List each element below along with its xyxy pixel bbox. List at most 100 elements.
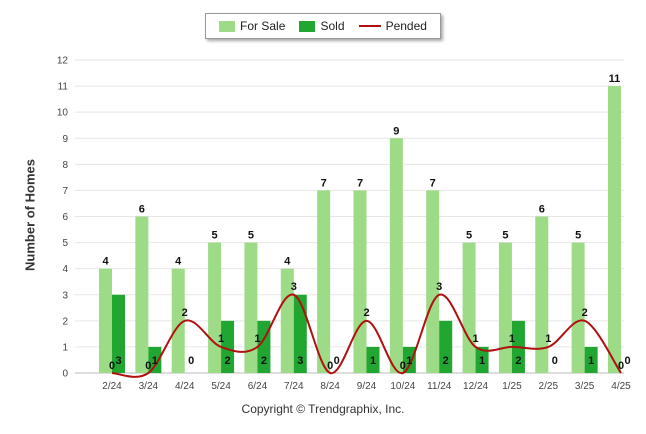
y-tick-label: 12 <box>57 56 69 67</box>
bar-for-sale <box>244 242 258 373</box>
data-label-pended: 0 <box>618 360 624 372</box>
data-label-for-sale: 7 <box>357 177 363 189</box>
x-tick-label: 10/24 <box>390 381 415 392</box>
data-label-for-sale: 5 <box>575 230 581 242</box>
bar-for-sale <box>608 86 621 373</box>
data-label-pended: 1 <box>509 333 515 345</box>
x-tick-label: 9/24 <box>357 381 377 392</box>
y-tick-label: 2 <box>62 316 68 327</box>
bar-for-sale <box>353 190 367 373</box>
data-label-sold: 0 <box>334 355 340 367</box>
legend-label-sold: Sold <box>320 19 345 33</box>
x-tick-label: 4/24 <box>175 381 195 392</box>
y-tick-label: 0 <box>62 369 68 380</box>
bar-for-sale <box>535 216 549 373</box>
data-label-for-sale: 5 <box>502 230 508 242</box>
data-label-pended: 1 <box>545 333 551 345</box>
bar-for-sale <box>99 268 112 373</box>
data-label-pended: 0 <box>145 360 151 372</box>
x-tick-label: 2/24 <box>102 381 122 392</box>
data-label-for-sale: 5 <box>212 230 218 242</box>
chart-legend: For Sale Sold Pended <box>205 13 441 39</box>
data-label-sold: 3 <box>297 355 303 367</box>
bar-sold <box>439 320 453 373</box>
bar-sold <box>475 346 489 373</box>
bar-for-sale <box>389 138 403 373</box>
data-label-for-sale: 4 <box>175 256 182 268</box>
y-tick-label: 8 <box>62 160 68 171</box>
data-label-sold: 2 <box>443 355 449 367</box>
y-tick-label: 10 <box>57 108 69 119</box>
bar-sold <box>366 346 380 373</box>
data-label-pended: 0 <box>109 360 115 372</box>
bar-sold <box>584 346 598 373</box>
bar-sold <box>402 346 416 373</box>
data-label-pended: 2 <box>582 307 588 319</box>
bar-sold <box>112 294 125 373</box>
bar-for-sale <box>208 242 222 373</box>
data-label-sold: 0 <box>188 355 194 367</box>
data-label-pended: 2 <box>182 307 188 319</box>
x-tick-label: 2/25 <box>539 381 559 392</box>
data-label-pended: 3 <box>436 281 442 293</box>
y-tick-label: 4 <box>62 264 68 275</box>
legend-item-sold[interactable]: Sold <box>299 19 345 33</box>
x-tick-label: 3/24 <box>139 381 159 392</box>
bar-for-sale <box>462 242 476 373</box>
bar-sold <box>148 346 162 373</box>
data-label-sold: 1 <box>406 355 412 367</box>
bar-for-sale <box>426 190 440 373</box>
data-label-pended: 3 <box>291 281 297 293</box>
legend-label-for-sale: For Sale <box>240 19 286 33</box>
data-label-pended: 0 <box>327 360 333 372</box>
pended-line <box>111 293 622 378</box>
bar-for-sale <box>171 268 185 373</box>
bar-for-sale <box>571 242 585 373</box>
y-tick-label: 11 <box>58 82 69 93</box>
y-tick-label: 6 <box>62 212 68 223</box>
data-label-sold: 2 <box>515 355 521 367</box>
x-tick-label: 12/24 <box>463 381 488 392</box>
data-label-pended: 2 <box>363 307 369 319</box>
data-label-sold: 3 <box>115 355 121 367</box>
bar-for-sale <box>317 190 331 373</box>
data-label-sold: 1 <box>479 355 485 367</box>
legend-label-pended: Pended <box>385 19 427 33</box>
copyright-footer: Copyright © Trendgraphix, Inc. <box>241 402 405 416</box>
data-label-for-sale: 9 <box>393 125 399 137</box>
data-label-for-sale: 4 <box>102 256 109 268</box>
data-label-pended: 0 <box>400 360 406 372</box>
data-label-for-sale: 11 <box>609 73 621 85</box>
data-label-sold: 1 <box>370 355 376 367</box>
bar-sold <box>293 294 307 373</box>
data-label-pended: 1 <box>473 333 479 345</box>
legend-item-for-sale[interactable]: For Sale <box>219 19 285 33</box>
data-label-for-sale: 5 <box>248 230 254 242</box>
x-tick-label: 8/24 <box>320 381 340 392</box>
y-tick-label: 5 <box>62 238 68 249</box>
x-tick-label: 11/24 <box>427 381 452 392</box>
legend-item-pended[interactable]: Pended <box>358 19 427 33</box>
bar-for-sale <box>498 242 512 373</box>
data-label-sold: 1 <box>152 355 158 367</box>
data-label-for-sale: 6 <box>539 204 545 216</box>
data-label-for-sale: 7 <box>321 177 327 189</box>
data-label-pended: 1 <box>218 333 224 345</box>
legend-swatch-pended <box>358 25 381 27</box>
legend-swatch-sold <box>299 20 316 32</box>
y-tick-label: 1 <box>62 342 68 353</box>
x-tick-label: 5/24 <box>211 381 231 392</box>
data-label-sold: 0 <box>624 355 630 367</box>
data-label-for-sale: 7 <box>430 177 436 189</box>
data-label-pended: 1 <box>254 333 260 345</box>
x-tick-label: 3/25 <box>575 381 595 392</box>
x-tick-label: 6/24 <box>248 381 268 392</box>
x-tick-label: 1/25 <box>502 381 522 392</box>
data-label-sold: 0 <box>552 355 558 367</box>
data-label-for-sale: 5 <box>466 230 472 242</box>
y-tick-label: 7 <box>62 186 68 197</box>
y-tick-label: 3 <box>62 290 68 301</box>
x-tick-label: 4/25 <box>611 381 631 392</box>
data-label-for-sale: 6 <box>139 204 145 216</box>
